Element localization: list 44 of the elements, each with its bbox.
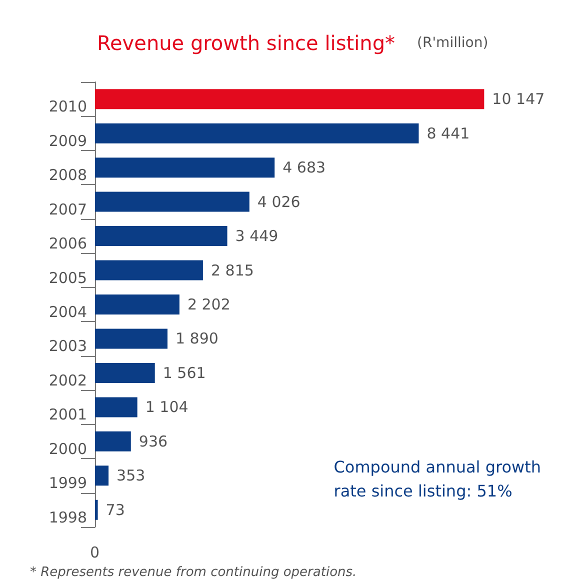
- data-label: 2 202: [187, 296, 230, 314]
- data-label: 1 890: [175, 330, 218, 348]
- text: 0: [90, 544, 100, 562]
- data-label: 2 815: [210, 261, 254, 280]
- bar: [95, 294, 180, 314]
- y-tick-label: 1998: [48, 508, 87, 526]
- bar: [95, 260, 203, 280]
- y-tick-label: 2009: [48, 132, 87, 150]
- bar: [95, 226, 228, 246]
- annotation: Compound annual growth rate since listing: 51%: [334, 458, 541, 500]
- data-label: 3 449: [235, 227, 278, 246]
- y-tick-label: 2010: [48, 98, 87, 116]
- data-label: 73: [106, 500, 125, 519]
- data-label: 936: [138, 432, 168, 450]
- chart-title: Revenue growth since listing*: [97, 31, 396, 55]
- bar: [95, 397, 138, 418]
- bar: [95, 362, 155, 383]
- y-tick-label: 2002: [48, 371, 87, 390]
- data-label: 1 561: [162, 364, 206, 382]
- bar: [95, 89, 484, 110]
- y-tick-label: 2007: [48, 200, 87, 218]
- chart-subtitle: (R'million): [417, 35, 488, 51]
- data-label: 353: [116, 466, 146, 485]
- data-label: 8 441: [426, 124, 470, 142]
- y-tick-label: 2000: [48, 440, 87, 458]
- bar: [95, 500, 98, 520]
- y-tick-label: 2005: [48, 268, 87, 287]
- data-label: 4 026: [257, 192, 300, 211]
- y-tick-label: 2003: [48, 337, 87, 356]
- y-tick-label: 2008: [48, 166, 87, 184]
- data-label: 4 683: [282, 158, 326, 177]
- text: * Represents revenue from continuing operations.: [30, 565, 357, 580]
- y-tick-label: 2004: [48, 303, 87, 321]
- bar: [95, 158, 275, 178]
- bar: [95, 123, 419, 144]
- bar: [95, 192, 250, 212]
- y-tick-label: 2001: [48, 406, 87, 424]
- data-label: 1 104: [145, 398, 188, 416]
- y-tick-label: 2006: [48, 234, 87, 253]
- data-label: 10 147: [492, 90, 545, 108]
- bar: [95, 466, 109, 486]
- bar: [95, 328, 168, 349]
- y-tick-label: 1999: [48, 474, 87, 492]
- bar: [95, 431, 131, 452]
